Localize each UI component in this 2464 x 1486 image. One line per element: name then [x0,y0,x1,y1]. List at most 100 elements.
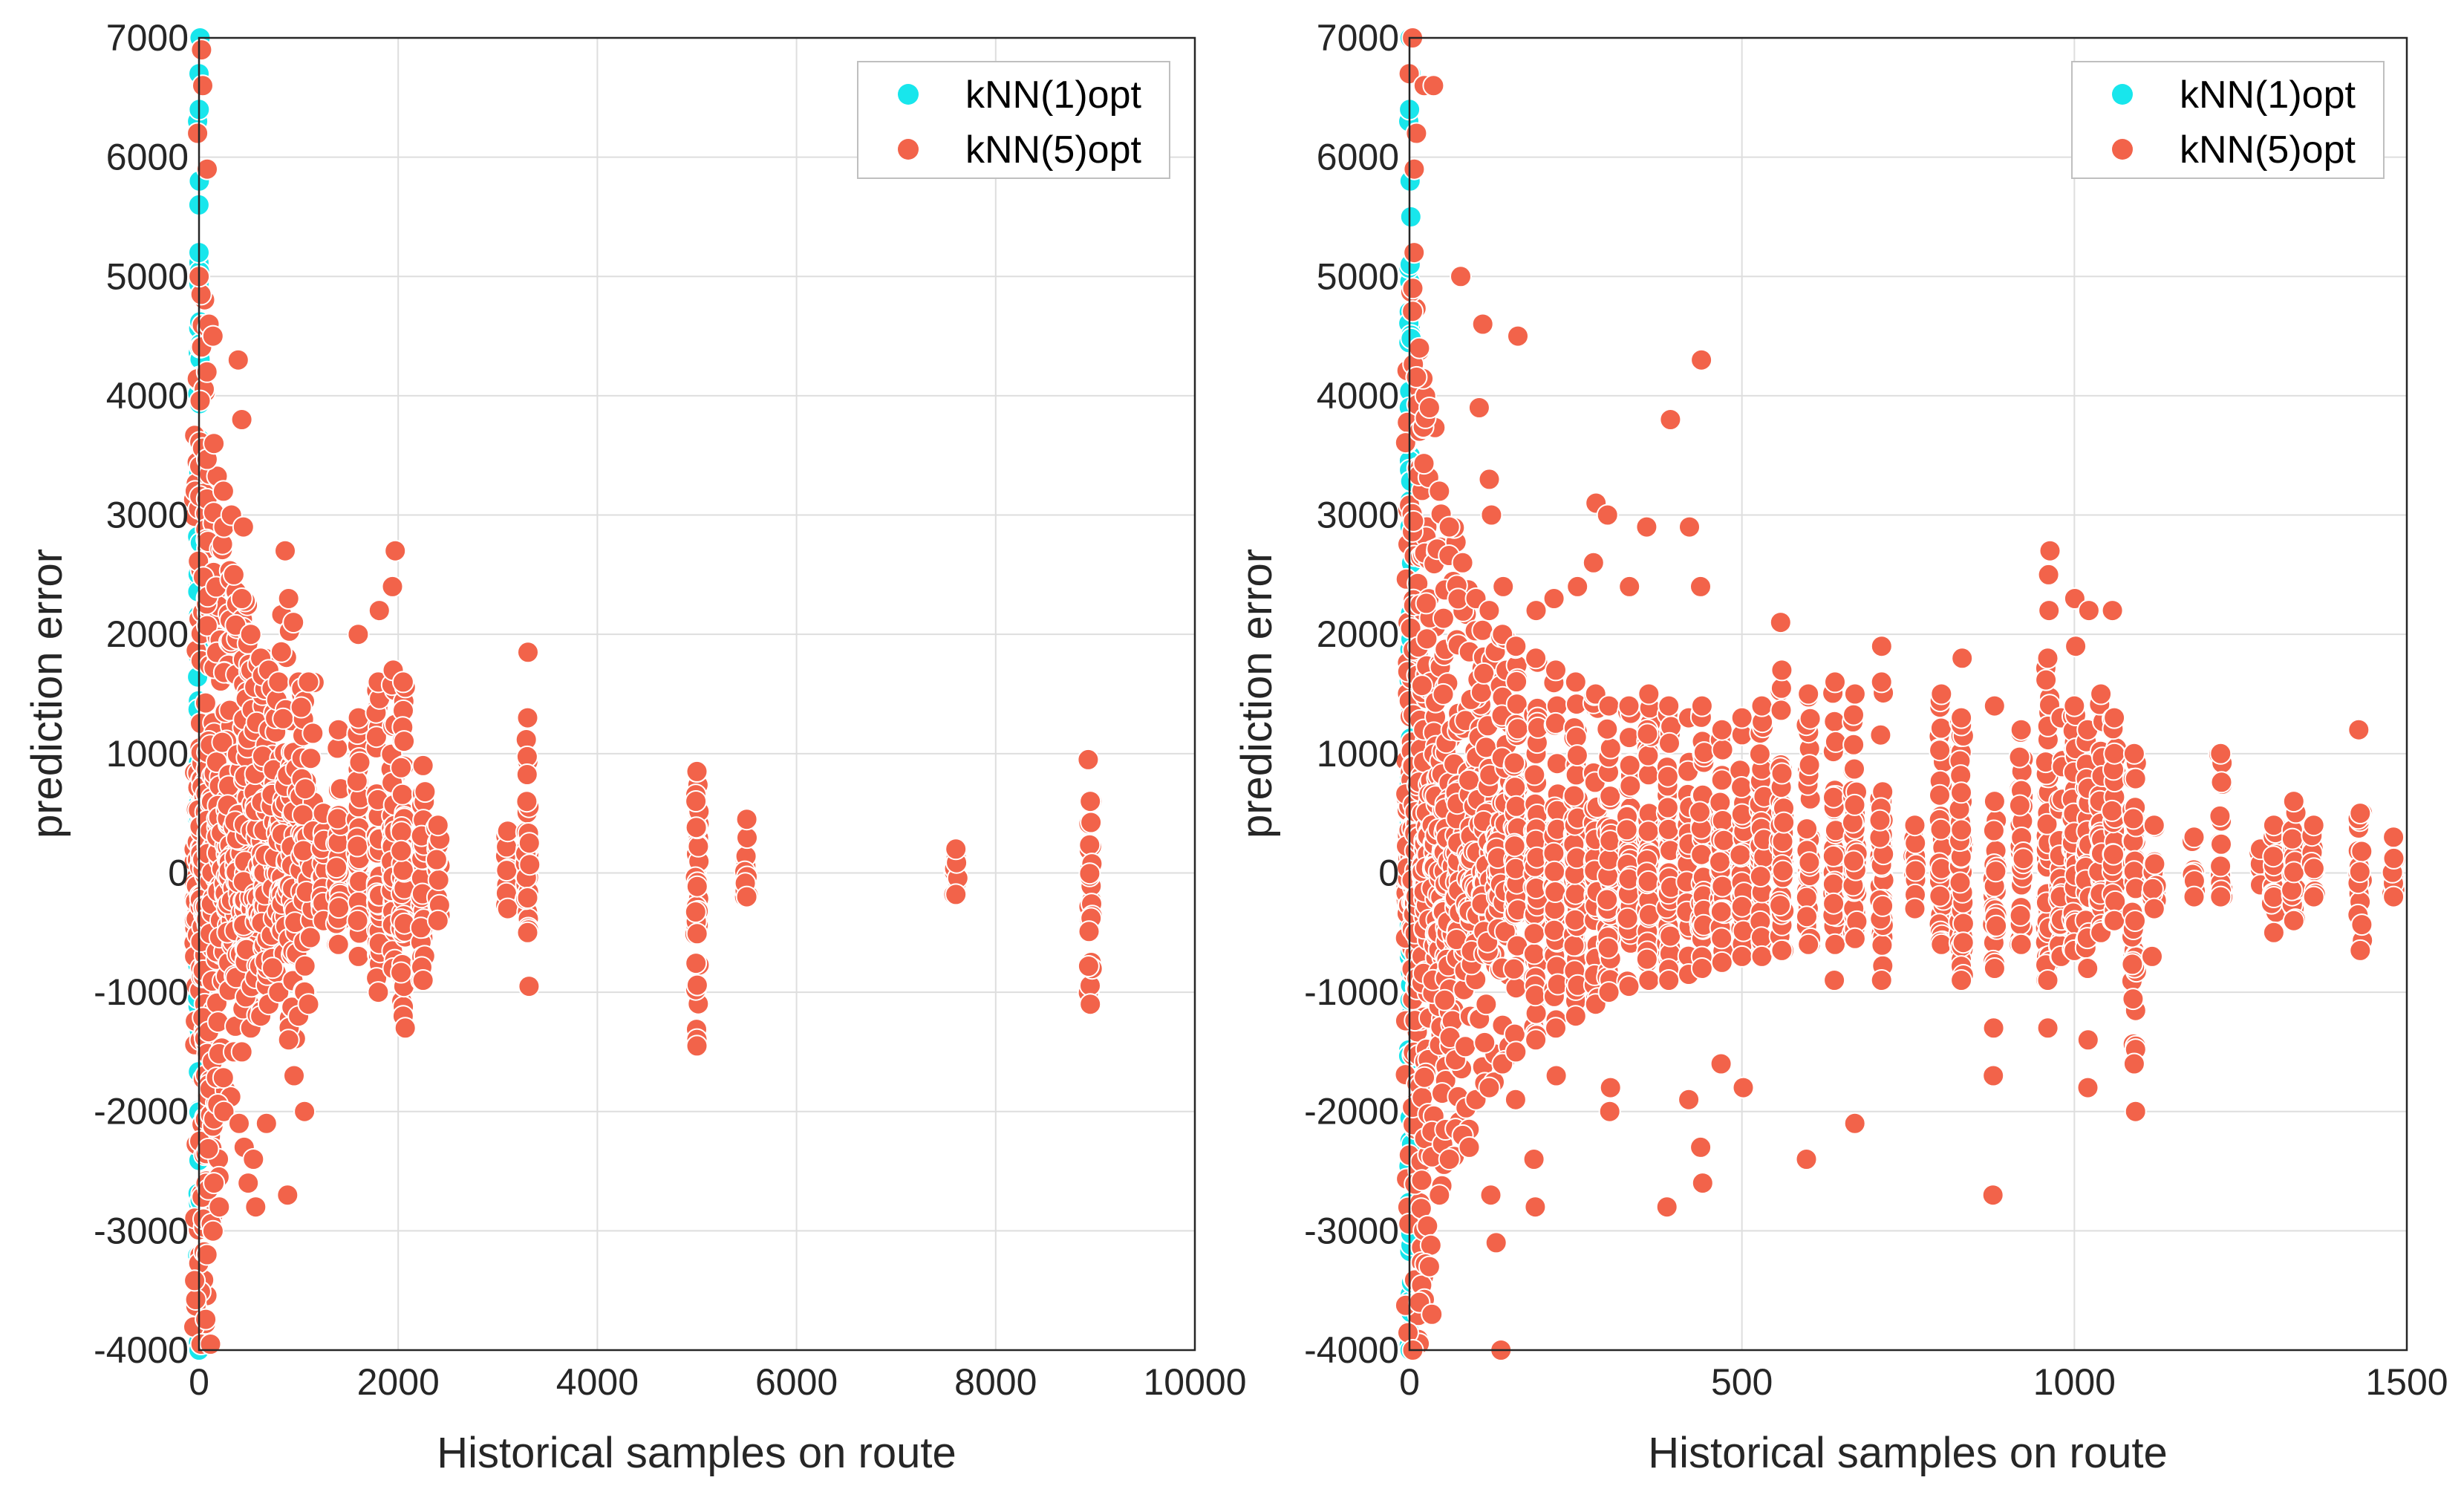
scatter-point-knn5 [1659,408,1682,431]
scatter-point-knn5 [348,751,371,774]
scatter-point-knn5 [391,783,414,806]
scatter-point-knn5 [2124,1100,2147,1123]
scatter-point-knn5 [192,74,214,97]
scatter-point-knn5 [735,808,758,831]
scatter-point-knn5 [222,563,245,586]
scatter-point-knn5 [1983,694,2006,717]
scatter-point-knn5 [230,408,253,431]
x-tick-label: 500 [1711,1361,1773,1403]
scatter-point-knn5 [2036,1017,2059,1040]
scatter-point-knn5 [290,696,313,719]
scatter-point-knn5 [1545,752,1568,775]
scatter-point-knn5 [1690,694,1713,717]
scatter-point-knn5 [184,1288,207,1311]
scatter-point-knn5 [277,1029,300,1052]
scatter-point-knn5 [346,835,369,858]
scatter-point-knn5 [282,611,305,634]
scatter-point-knn5 [2143,853,2166,876]
y-tick-label: -2000 [94,1091,189,1133]
scatter-point-knn5 [2349,939,2372,962]
scatter-point-knn5 [1749,865,1772,888]
scatter-point-knn5 [685,875,708,898]
scatter-point-knn5 [945,838,968,861]
scatter-point-knn5 [1984,860,2007,883]
scatter-point-knn5 [1412,452,1435,475]
scatter-point-knn5 [516,706,539,729]
scatter-point-knn5 [230,1040,253,1063]
scatter-point-knn5 [2350,913,2373,936]
scatter-point-knn5 [1544,881,1567,903]
scatter-point-knn5 [518,853,541,876]
scatter-point-knn5 [242,1148,265,1170]
scatter-point-knn5 [2090,682,2113,705]
scatter-point-knn5 [515,763,538,786]
scatter-point-knn5 [299,747,322,770]
scatter-point-knn5 [1543,860,1566,883]
scatter-point-knn5 [1545,1064,1568,1087]
scatter-point-knn5 [1709,791,1732,814]
scatter-point-knn5 [297,671,320,694]
scatter-point-knn5 [1656,796,1679,819]
scatter-point-knn5 [1689,801,1711,824]
scatter-point-knn5 [232,515,255,538]
x-tick-label: 8000 [954,1361,1037,1403]
scatter-point-knn5 [1504,1088,1527,1111]
scatter-point-knn5 [1505,1040,1528,1063]
scatter-point-knn5 [1403,157,1426,180]
scatter-point-knn5 [1562,784,1585,807]
scatter-point-knn5 [393,730,416,753]
y-tick-label: -3000 [94,1210,189,1251]
scatter-point-knn5 [1596,504,1619,527]
scatter-point-knn5 [2349,802,2372,825]
scatter-point-knn5 [1690,348,1713,371]
scatter-point-knn5 [1597,694,1620,717]
scatter-point-knn5 [1822,892,1845,915]
scatter-point-knn5 [292,839,315,862]
scatter-point-knn5 [1635,948,1658,971]
y-tick-label: 4000 [1317,375,1399,417]
scatter-point-knn5 [684,901,707,923]
scatter-point-knn5 [685,760,708,783]
scatter-point-knn5 [2122,742,2145,765]
scatter-point-knn5 [1689,1135,1712,1159]
scatter-point-knn5 [1709,850,1731,873]
scatter-point-knn5 [1478,1076,1501,1099]
scatter-point-knn5 [2302,885,2325,908]
scatter-point-knn5 [1637,969,1660,991]
scatter-point-knn5 [327,933,350,956]
scatter-point-knn5 [201,325,224,348]
right-legend: kNN(1)opt kNN(5)opt [2071,61,2385,179]
scatter-point-knn5 [326,737,349,760]
x-tick-label: 10000 [1143,1361,1246,1403]
scatter-point-knn5 [1450,265,1472,288]
scatter-point-knn5 [1658,969,1681,991]
scatter-point-knn5 [1471,313,1494,336]
scatter-point-knn5 [945,883,968,906]
scatter-point-knn5 [1711,738,1734,761]
scatter-point-knn5 [1523,763,1546,786]
scatter-point-knn5 [211,731,234,754]
scatter-point-knn5 [1690,957,1713,980]
scatter-point-knn5 [1871,933,1894,957]
scatter-point-knn5 [2122,1052,2145,1075]
scatter-point-knn5 [2038,539,2062,562]
scatter-point-knn5 [1842,703,1865,726]
scatter-point-knn5 [1616,907,1639,930]
scatter-point-knn5 [2302,814,2325,837]
scatter-point-knn5 [368,599,391,622]
scatter-point-knn5 [326,807,349,830]
scatter-point-knn5 [283,1064,305,1087]
scatter-point-knn5 [1952,931,1975,954]
scatter-point-knn5 [1797,933,1820,956]
scatter-point-knn5 [1596,717,1619,740]
scatter-point-knn5 [1637,744,1660,767]
scatter-point-knn5 [2035,668,2058,691]
scatter-point-knn5 [1599,785,1622,808]
scatter-point-knn5 [1730,945,1753,968]
y-tick-label: 6000 [106,137,189,178]
scatter-point-knn5 [1545,1017,1567,1040]
scatter-point-knn5 [1795,886,1818,909]
scatter-point-knn5 [2124,767,2147,790]
scatter-point-knn5 [1711,809,1734,832]
